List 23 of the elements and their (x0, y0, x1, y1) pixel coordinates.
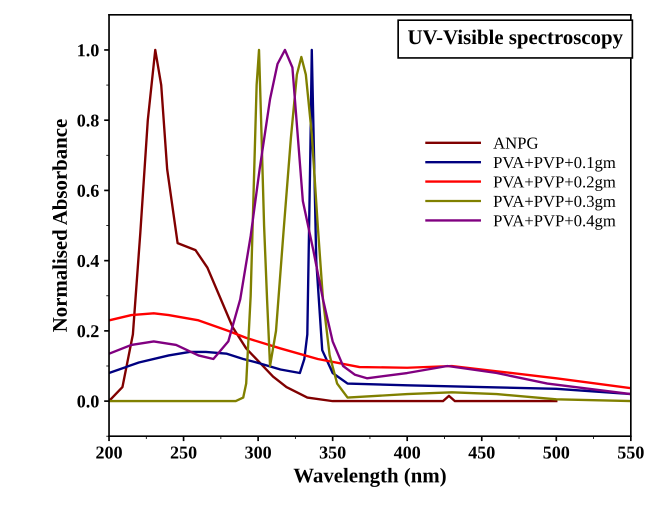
legend-label: ANPG (493, 138, 538, 149)
legend-label: PVA+PVP+0.3gm (494, 196, 616, 210)
line-series (109, 312, 631, 390)
x-tick-label: 500 (543, 446, 570, 459)
y-tick-label: 0.2 (77, 325, 99, 338)
x-tick-label: 400 (394, 446, 420, 459)
y-tick-label: 1.0 (78, 44, 99, 56)
legend-label: PVA+PVP+0.4gm (494, 215, 616, 230)
text: UV-Visible spectroscopy (408, 30, 623, 49)
x-tick-label: 350 (320, 446, 346, 459)
x-tick-label: 550 (618, 446, 644, 459)
y-tick-label: 0.8 (77, 114, 99, 127)
legend-label: PVA+PVP+0.2gm (494, 176, 616, 192)
y-tick-label: 0.4 (77, 254, 99, 268)
y-tick-label: 0.6 (77, 184, 99, 197)
legend-label: PVA+PVP+0.1gm (494, 156, 616, 172)
y-axis-title: Normalised Absorbance (52, 119, 67, 332)
x-tick-label: 300 (245, 446, 271, 459)
x-tick-label: 200 (96, 446, 122, 459)
y-tick-label: 0.0 (77, 395, 99, 408)
x-axis-title: Wavelength (nm) (294, 468, 446, 487)
x-tick-label: 450 (468, 446, 495, 459)
x-tick-label: 250 (170, 446, 196, 459)
